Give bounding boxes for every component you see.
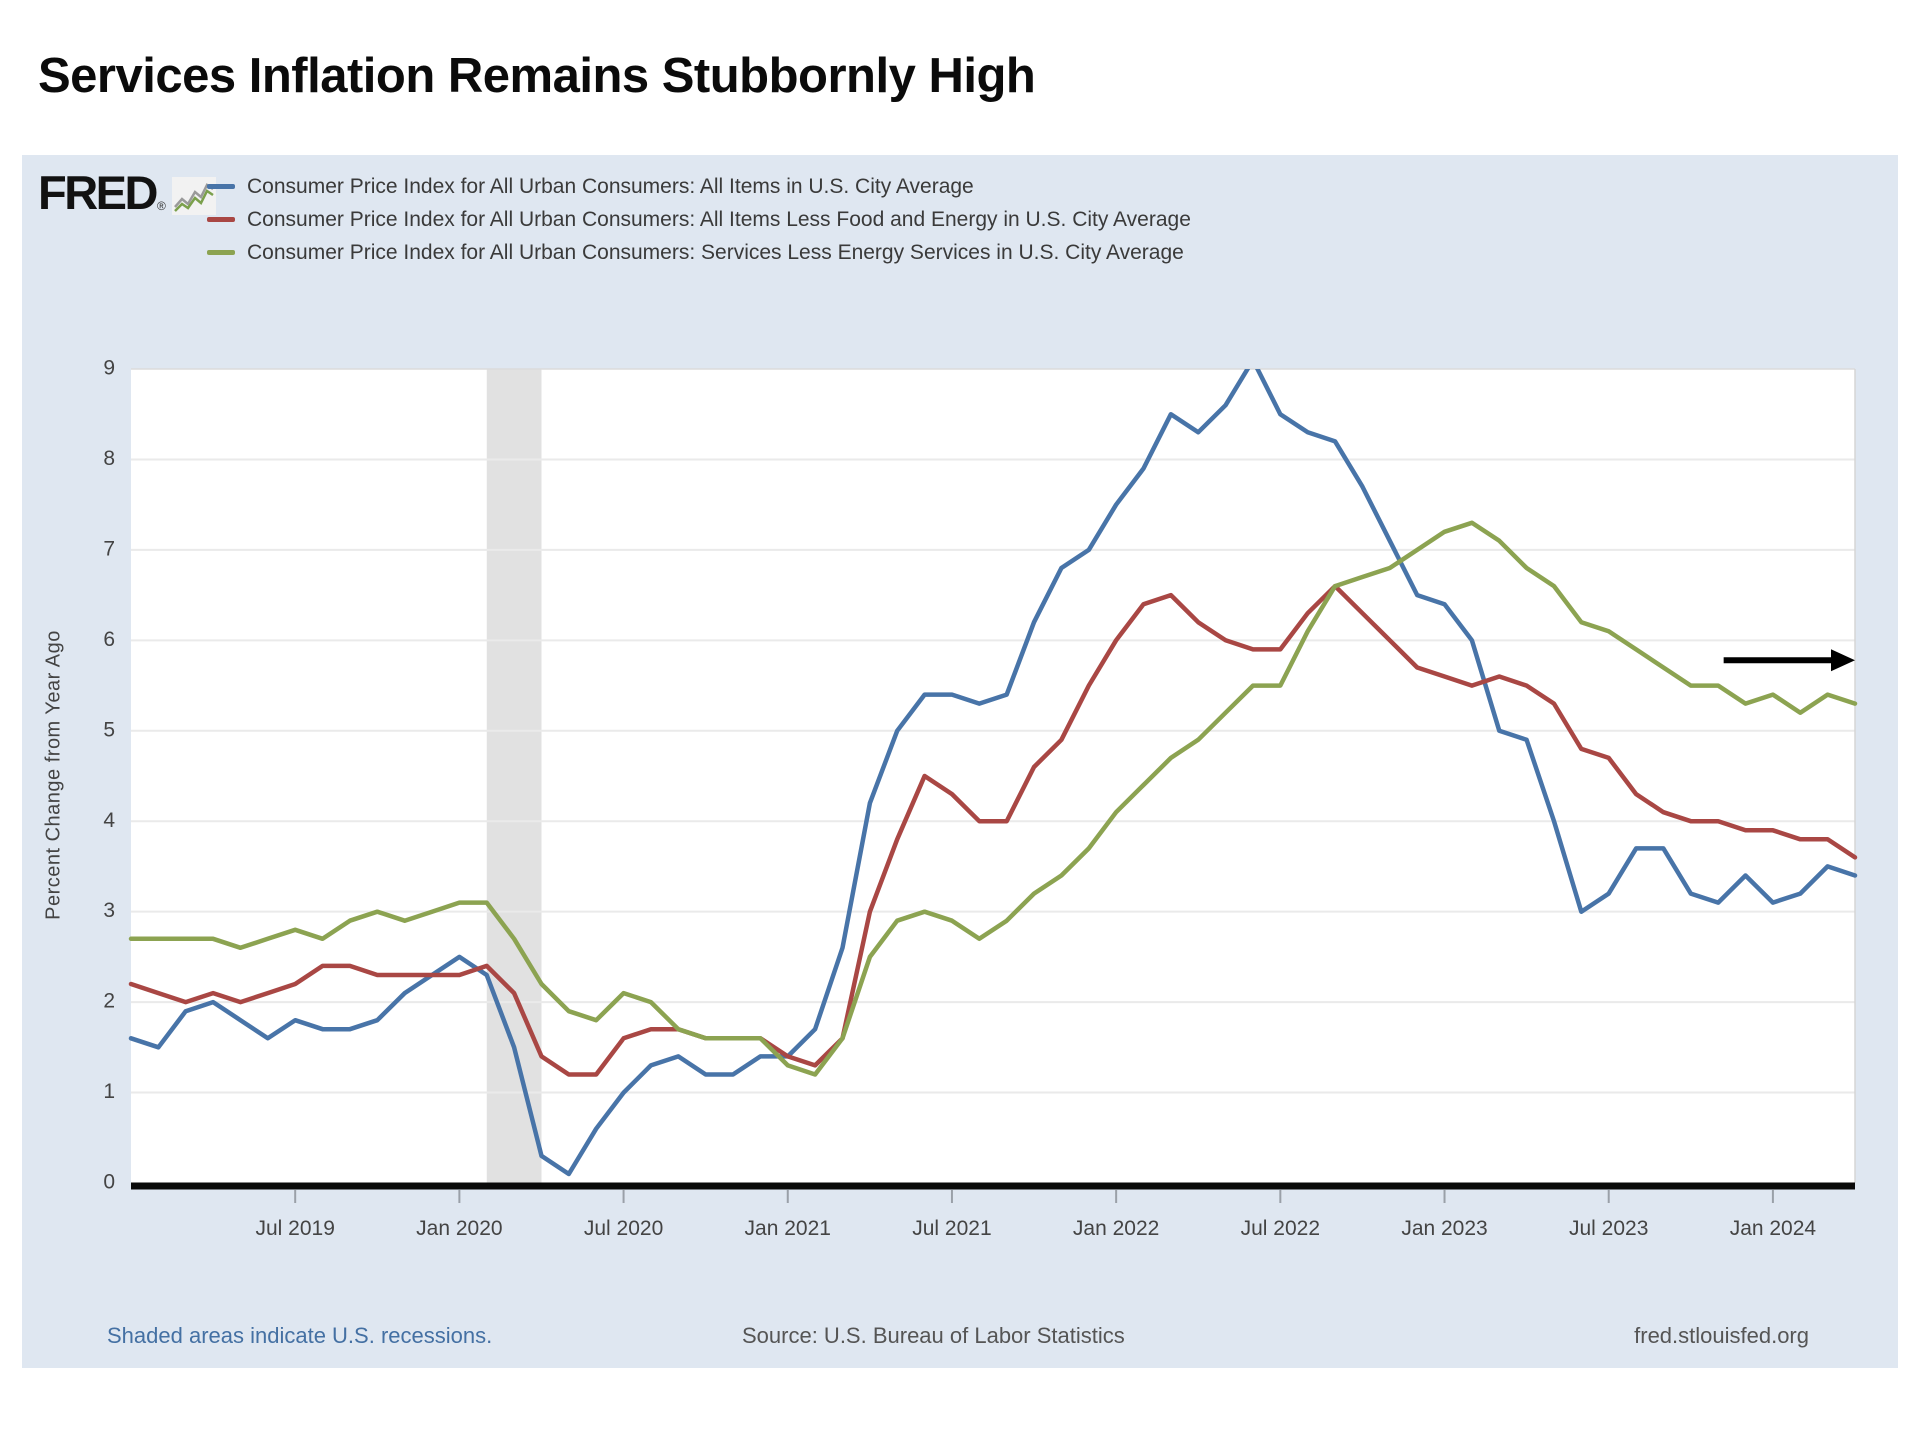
y-tick-label: 4	[103, 809, 115, 832]
legend-label: Consumer Price Index for All Urban Consu…	[247, 174, 974, 198]
legend-label: Consumer Price Index for All Urban Consu…	[247, 240, 1184, 264]
legend-swatch-blue	[207, 184, 235, 189]
x-tick-label: Jul 2020	[584, 1217, 663, 1240]
y-tick-label: 3	[103, 899, 115, 922]
fred-url-link[interactable]: fred.stlouisfed.org	[1634, 1323, 1809, 1348]
x-tick-label: Jul 2023	[1569, 1217, 1648, 1240]
fred-chart-card: FRED ® Consumer Price Index for All Urba…	[22, 155, 1898, 1368]
series-lines	[128, 369, 1858, 1177]
series-line-2	[128, 520, 1858, 1077]
source-note: Source: U.S. Bureau of Labor Statistics	[742, 1323, 1125, 1348]
page-title: Services Inflation Remains Stubbornly Hi…	[38, 49, 1036, 103]
y-tick-label: 8	[103, 447, 115, 470]
y-tick-label: 9	[103, 357, 115, 380]
y-tick-label: 5	[103, 718, 115, 741]
x-tick-label: Jan 2021	[745, 1217, 831, 1240]
fred-logo: FRED ®	[38, 166, 216, 219]
x-tick-label: Jul 2022	[1241, 1217, 1320, 1240]
x-tick-label: Jul 2021	[912, 1217, 991, 1240]
x-tick-label: Jan 2024	[1730, 1217, 1817, 1240]
y-tick-label: 0	[103, 1171, 115, 1194]
x-tick-label: Jan 2022	[1073, 1217, 1159, 1240]
y-tick-label: 7	[103, 537, 115, 560]
legend-item-services-cpi: Consumer Price Index for All Urban Consu…	[207, 236, 1191, 269]
legend-label: Consumer Price Index for All Urban Consu…	[247, 207, 1191, 231]
y-tick-label: 2	[103, 990, 115, 1013]
annotation-arrow-head	[1831, 649, 1855, 672]
x-tick-label: Jan 2020	[416, 1217, 502, 1240]
recessions-note-link[interactable]: Shaded areas indicate U.S. recessions.	[107, 1323, 493, 1348]
series-line-0	[128, 369, 1858, 1177]
legend-item-core-cpi: Consumer Price Index for All Urban Consu…	[207, 203, 1191, 236]
legend-item-cpi-all-items: Consumer Price Index for All Urban Consu…	[207, 170, 1191, 203]
fred-logo-text: FRED	[38, 166, 158, 219]
y-tick-label: 6	[103, 628, 115, 651]
x-tick-label: Jul 2019	[255, 1217, 334, 1240]
plot-background	[131, 369, 1855, 1183]
fred-sparkline-icon	[171, 177, 216, 215]
series-line-1	[128, 583, 1858, 1077]
recession-band	[486, 369, 542, 1183]
plot-area: 0 1 2 3 4 5 6 7 8 9 Jul 2019 Jan 2020 Jul 2020 Jan 20…	[103, 357, 1858, 1240]
y-tick-label: 1	[103, 1080, 115, 1103]
legend-swatch-green	[207, 250, 235, 255]
y-axis-title: Percent Change from Year Ago	[42, 630, 65, 920]
x-tick-label: Jan 2023	[1401, 1217, 1487, 1240]
legend-swatch-red	[207, 217, 235, 222]
legend: Consumer Price Index for All Urban Consu…	[207, 170, 1191, 269]
registered-trademark: ®	[156, 199, 166, 213]
